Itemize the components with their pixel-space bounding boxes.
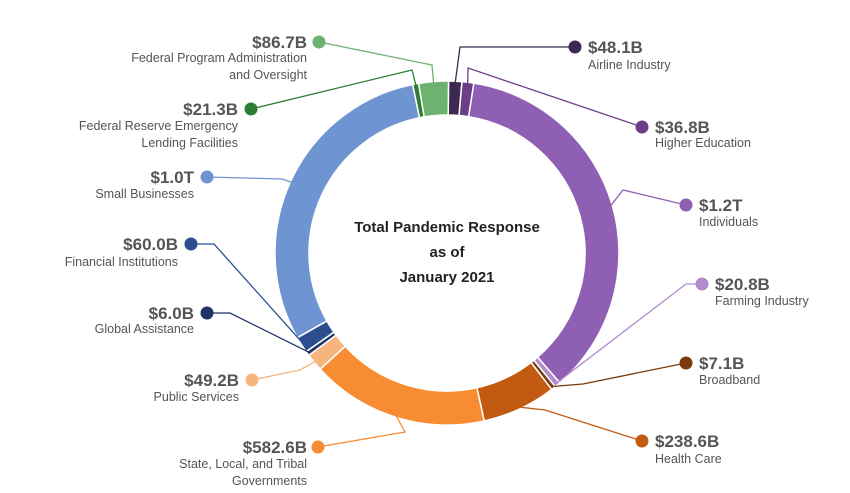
slice-federal-program-administration-and-oversight [417,80,450,118]
leader-line-financial-institutions [191,243,304,345]
slice-small-businesses [274,83,421,339]
category-label-airline-industry: Airline Industry [588,58,671,72]
category-label-individuals: Individuals [699,215,758,229]
category-label-state-local-and-tribal-governments: State, Local, and Tribal Governments [179,457,307,488]
category-label-broadband: Broadband [699,373,760,387]
category-label-small-businesses: Small Businesses [95,187,194,201]
leader-line-federal-reserve-emergency-lending-facilities [250,69,417,110]
leader-line-individuals [609,189,687,207]
leader-line-federal-program-administration-and-oversight [318,41,435,84]
slice-state-local-and-tribal-governments [319,345,486,426]
category-label-federal-program-administration-and-oversight: Federal Program Administration and Oversi… [131,51,307,82]
marker-dot-public-services [245,373,259,387]
value-label-individuals: $1.2T [699,196,743,215]
category-label-health-care: Health Care [655,452,722,466]
marker-dot-health-care [635,434,649,448]
value-label-public-services: $49.2B [184,371,239,390]
category-label-public-services: Public Services [154,390,239,404]
value-label-state-local-and-tribal-governments: $582.6B [243,438,307,457]
center-title-line-3: January 2021 [399,269,494,286]
marker-dot-global-assistance [200,306,214,320]
center-title: Total Pandemic Response as of January 20… [354,219,540,286]
marker-dot-individuals [679,198,693,212]
value-label-financial-institutions: $60.0B [123,235,178,254]
category-label-farming-industry: Farming Industry [715,294,810,308]
marker-dot-small-businesses [200,170,214,184]
value-label-higher-education: $36.8B [655,118,710,137]
category-label-financial-institutions: Financial Institutions [65,255,178,269]
value-label-federal-program-administration-and-oversight: $86.7B [252,33,307,52]
value-label-farming-industry: $20.8B [715,275,770,294]
value-label-global-assistance: $6.0B [149,304,194,323]
value-label-airline-industry: $48.1B [588,38,643,57]
value-label-federal-reserve-emergency-lending-facilities: $21.3B [183,100,238,119]
leader-line-small-businesses [206,176,293,184]
leader-line-public-services [251,360,317,381]
marker-dot-federal-program-administration-and-oversight [312,35,326,49]
category-label-global-assistance: Global Assistance [95,322,194,336]
leader-line-state-local-and-tribal-governments [317,414,407,448]
leader-line-health-care [518,406,643,442]
callout-leaders [184,35,709,454]
marker-dot-federal-reserve-emergency-lending-facilities [244,102,258,116]
leader-line-airline-industry [454,46,575,84]
center-title-line-2: as of [429,244,465,261]
donut-slices [274,80,620,426]
marker-dot-airline-industry [568,40,582,54]
marker-dot-broadband [679,356,693,370]
leader-line-higher-education [467,67,643,128]
marker-dot-financial-institutions [184,237,198,251]
value-label-small-businesses: $1.0T [151,168,195,187]
leader-line-broadband [552,362,687,388]
marker-dot-higher-education [635,120,649,134]
value-label-health-care: $238.6B [655,432,719,451]
category-label-federal-reserve-emergency-lending-facilities: Federal Reserve Emergency Lending Facilit… [79,119,239,150]
category-label-higher-education: Higher Education [655,136,751,150]
center-title-line-1: Total Pandemic Response [354,219,540,236]
value-label-broadband: $7.1B [699,354,744,373]
marker-dot-farming-industry [695,277,709,291]
marker-dot-state-local-and-tribal-governments [311,440,325,454]
leader-line-global-assistance [207,312,310,353]
